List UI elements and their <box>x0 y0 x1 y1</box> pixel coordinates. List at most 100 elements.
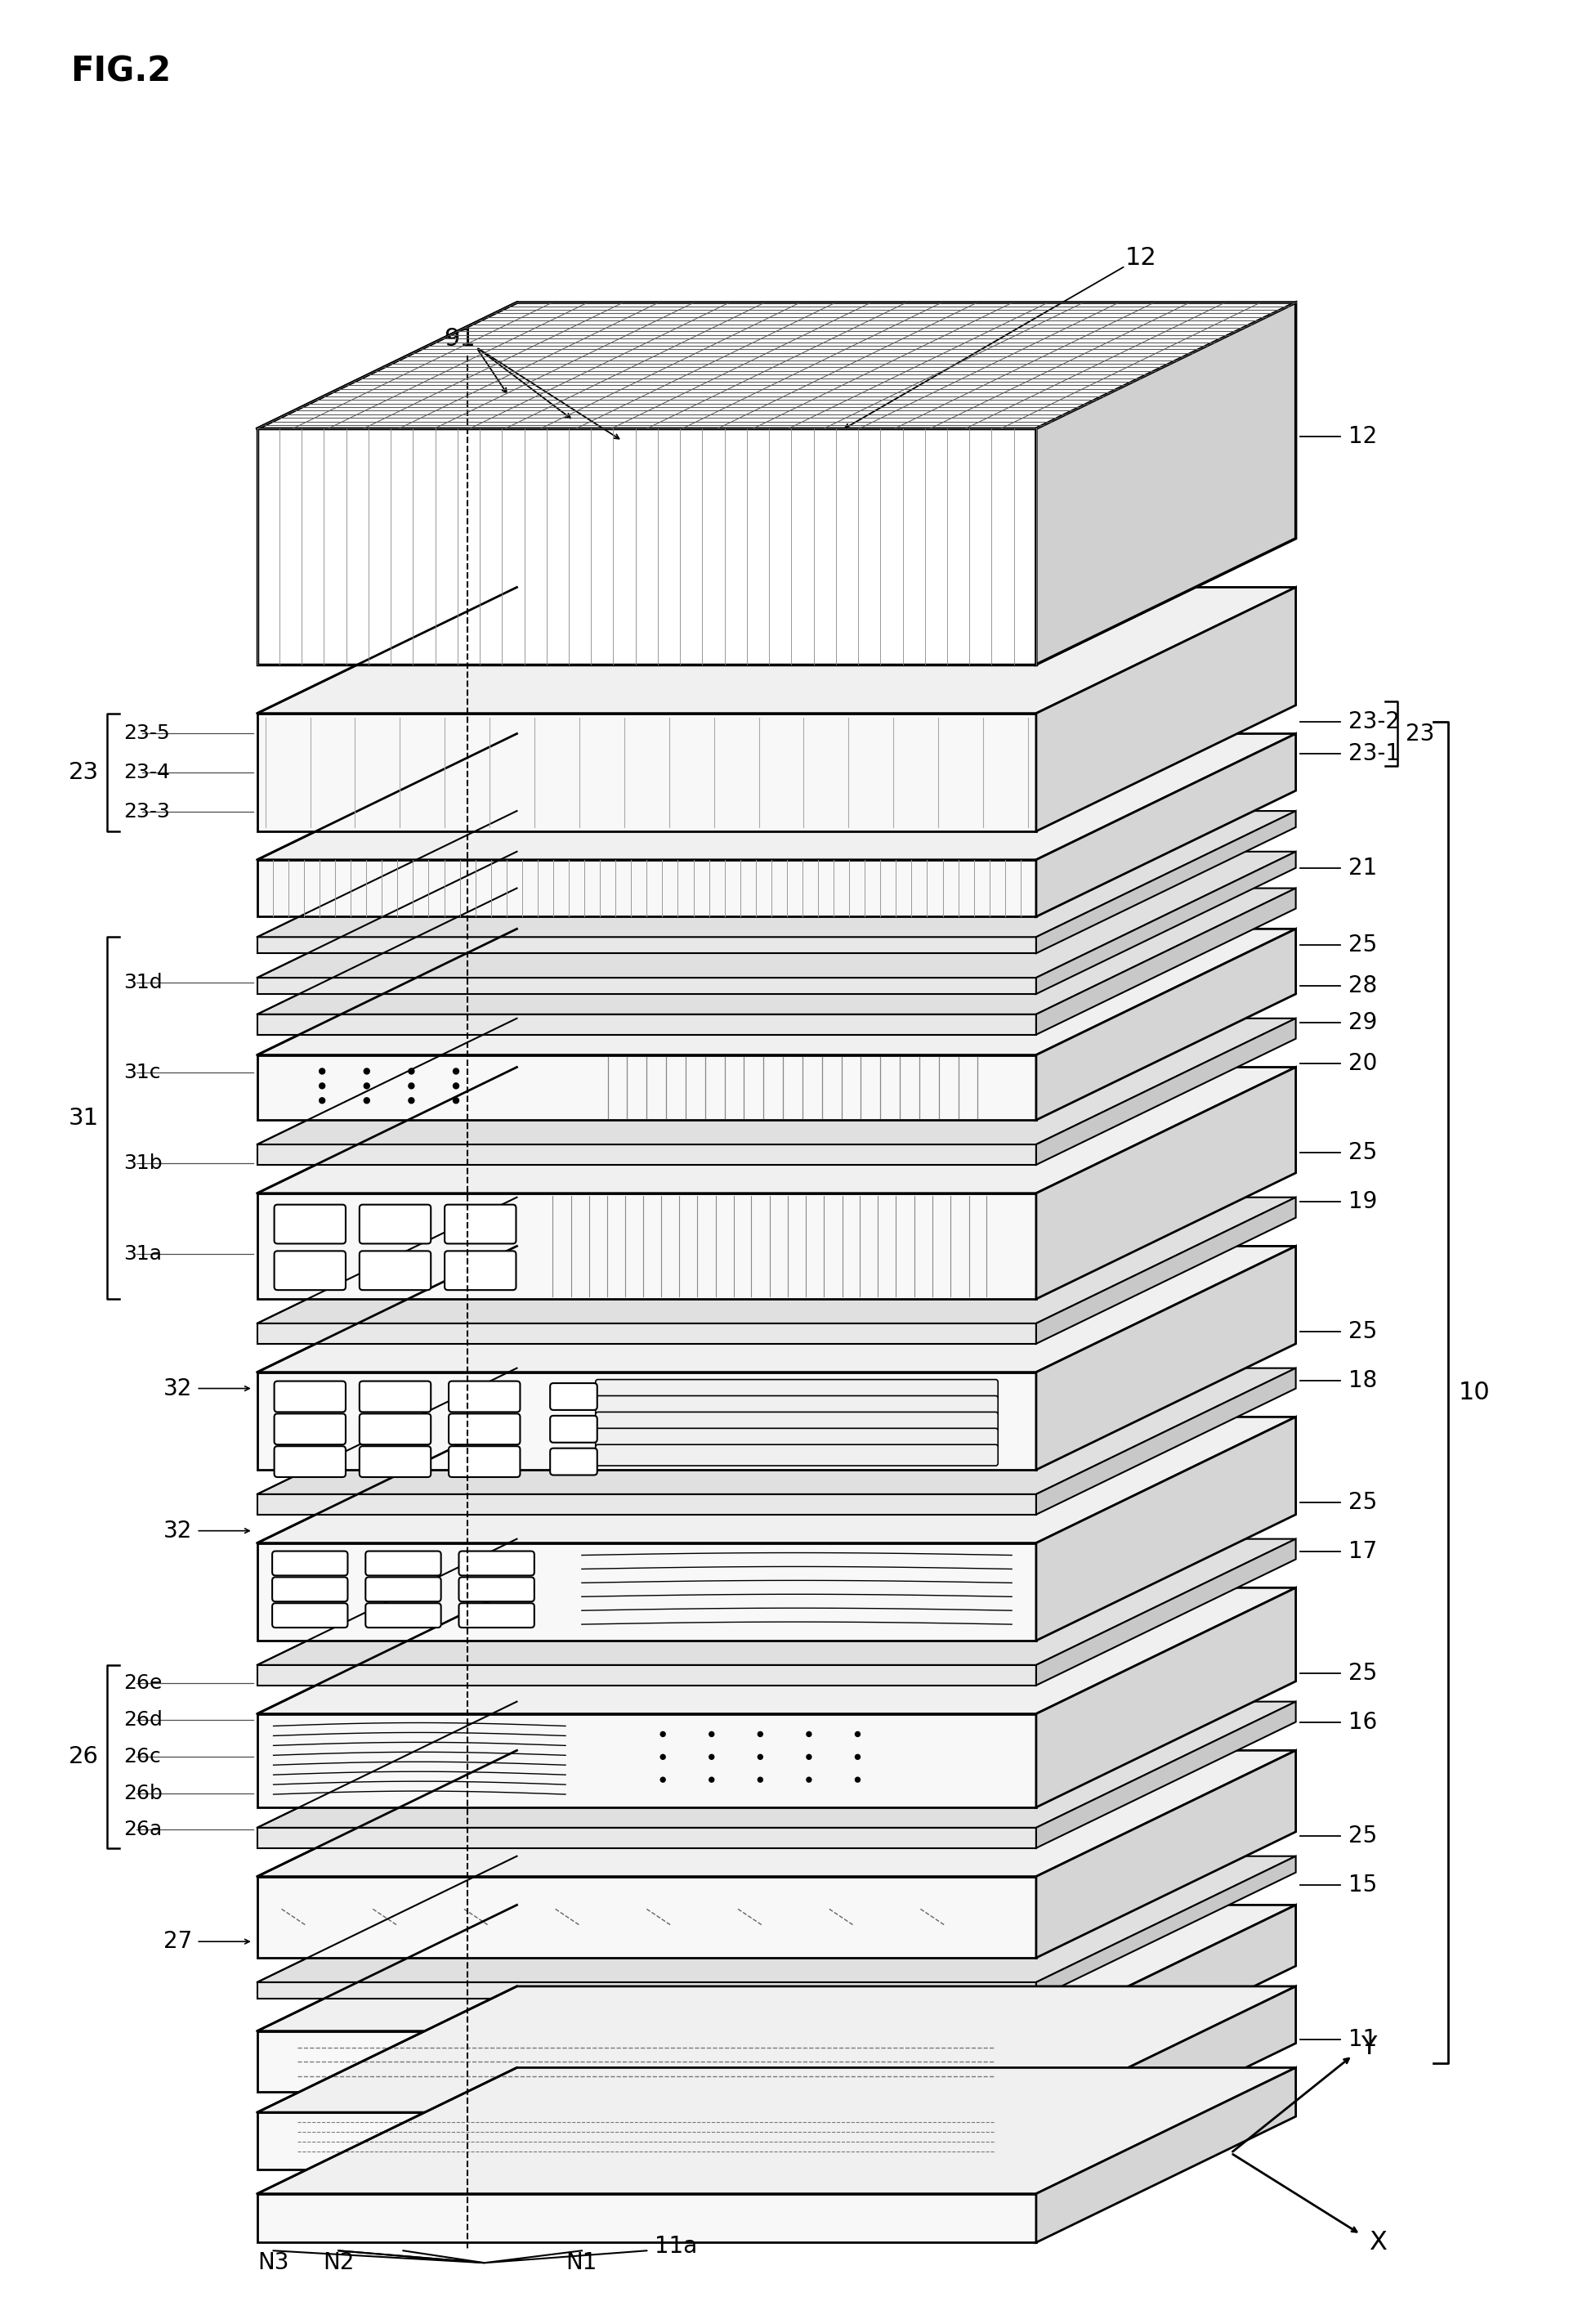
Text: 23-1: 23-1 <box>1349 742 1400 765</box>
Text: 15: 15 <box>1349 1872 1377 1895</box>
Text: 23-2: 23-2 <box>1349 710 1400 733</box>
Circle shape <box>319 1082 326 1089</box>
Polygon shape <box>1036 303 1296 664</box>
Polygon shape <box>257 1856 1296 1982</box>
Text: 31b: 31b <box>123 1153 163 1174</box>
Text: 23: 23 <box>69 760 99 783</box>
Polygon shape <box>257 1015 1036 1034</box>
Circle shape <box>758 1778 763 1782</box>
Polygon shape <box>257 1192 1036 1300</box>
Polygon shape <box>257 1323 1036 1344</box>
Circle shape <box>319 1068 326 1075</box>
Text: 26c: 26c <box>123 1746 161 1766</box>
Polygon shape <box>257 1665 1036 1686</box>
FancyBboxPatch shape <box>365 1603 440 1629</box>
Text: 31d: 31d <box>123 972 163 992</box>
Polygon shape <box>1036 1245 1296 1470</box>
Polygon shape <box>1036 1068 1296 1300</box>
Text: 25: 25 <box>1349 933 1377 956</box>
Polygon shape <box>257 2031 1036 2093</box>
Text: 28: 28 <box>1349 974 1377 997</box>
Polygon shape <box>1036 1369 1296 1514</box>
Polygon shape <box>257 1987 1296 2113</box>
Text: 25: 25 <box>1349 1661 1377 1684</box>
FancyBboxPatch shape <box>359 1252 431 1291</box>
Text: 18: 18 <box>1349 1369 1377 1392</box>
Polygon shape <box>257 588 1296 714</box>
Polygon shape <box>257 889 1296 1015</box>
FancyBboxPatch shape <box>359 1413 431 1445</box>
FancyBboxPatch shape <box>595 1397 998 1417</box>
FancyBboxPatch shape <box>551 1383 597 1410</box>
Circle shape <box>806 1732 811 1737</box>
Text: 17: 17 <box>1349 1539 1377 1562</box>
Polygon shape <box>257 1544 1036 1640</box>
FancyBboxPatch shape <box>458 1578 535 1601</box>
FancyBboxPatch shape <box>458 1603 535 1629</box>
FancyBboxPatch shape <box>273 1550 348 1576</box>
Circle shape <box>364 1098 370 1103</box>
Polygon shape <box>257 937 1036 953</box>
Text: 26a: 26a <box>123 1819 161 1840</box>
Text: 23-3: 23-3 <box>123 802 169 822</box>
Polygon shape <box>257 1539 1296 1665</box>
Circle shape <box>855 1755 860 1760</box>
Polygon shape <box>257 430 1036 664</box>
Polygon shape <box>257 859 1036 917</box>
Polygon shape <box>257 1493 1036 1514</box>
Polygon shape <box>257 733 1296 859</box>
Circle shape <box>453 1098 458 1103</box>
Text: Y: Y <box>1361 2035 1377 2060</box>
FancyBboxPatch shape <box>273 1578 348 1601</box>
Text: N3: N3 <box>257 2251 289 2274</box>
Polygon shape <box>257 1587 1296 1714</box>
Text: N1: N1 <box>567 2251 597 2274</box>
Text: 26d: 26d <box>123 1709 163 1730</box>
FancyBboxPatch shape <box>365 1578 440 1601</box>
Polygon shape <box>1036 1750 1296 1957</box>
FancyBboxPatch shape <box>275 1447 346 1477</box>
Circle shape <box>364 1068 370 1075</box>
Text: 20: 20 <box>1349 1052 1377 1075</box>
Polygon shape <box>257 714 1036 832</box>
Polygon shape <box>257 1245 1296 1371</box>
Circle shape <box>661 1755 666 1760</box>
Text: 12: 12 <box>1125 246 1157 269</box>
Text: 25: 25 <box>1349 1824 1377 1847</box>
Polygon shape <box>1036 588 1296 832</box>
Circle shape <box>409 1098 415 1103</box>
Text: 21: 21 <box>1349 857 1377 880</box>
FancyBboxPatch shape <box>595 1429 998 1449</box>
Circle shape <box>319 1098 326 1103</box>
Polygon shape <box>1036 1197 1296 1344</box>
Polygon shape <box>257 1369 1296 1493</box>
FancyBboxPatch shape <box>458 1550 535 1576</box>
FancyBboxPatch shape <box>448 1413 520 1445</box>
Polygon shape <box>257 1018 1296 1144</box>
Polygon shape <box>1036 1987 1296 2168</box>
Polygon shape <box>257 1714 1036 1808</box>
Polygon shape <box>257 1144 1036 1165</box>
Polygon shape <box>1036 1856 1296 1998</box>
Polygon shape <box>257 1068 1296 1192</box>
Text: 27: 27 <box>163 1929 192 1952</box>
Polygon shape <box>1036 1417 1296 1640</box>
Polygon shape <box>257 1877 1036 1957</box>
Text: 23: 23 <box>1406 721 1435 744</box>
FancyBboxPatch shape <box>448 1447 520 1477</box>
Circle shape <box>453 1068 458 1075</box>
Text: FIG.2: FIG.2 <box>70 55 171 90</box>
Polygon shape <box>1036 733 1296 917</box>
Circle shape <box>661 1778 666 1782</box>
Polygon shape <box>257 303 1296 430</box>
Circle shape <box>758 1755 763 1760</box>
Text: 25: 25 <box>1349 1142 1377 1165</box>
Text: 25: 25 <box>1349 1491 1377 1514</box>
FancyBboxPatch shape <box>273 1603 348 1629</box>
Polygon shape <box>257 1371 1036 1470</box>
Text: X: X <box>1369 2230 1387 2256</box>
FancyBboxPatch shape <box>359 1204 431 1243</box>
Circle shape <box>453 1082 458 1089</box>
Text: 11a: 11a <box>654 2235 697 2258</box>
FancyBboxPatch shape <box>595 1445 998 1465</box>
